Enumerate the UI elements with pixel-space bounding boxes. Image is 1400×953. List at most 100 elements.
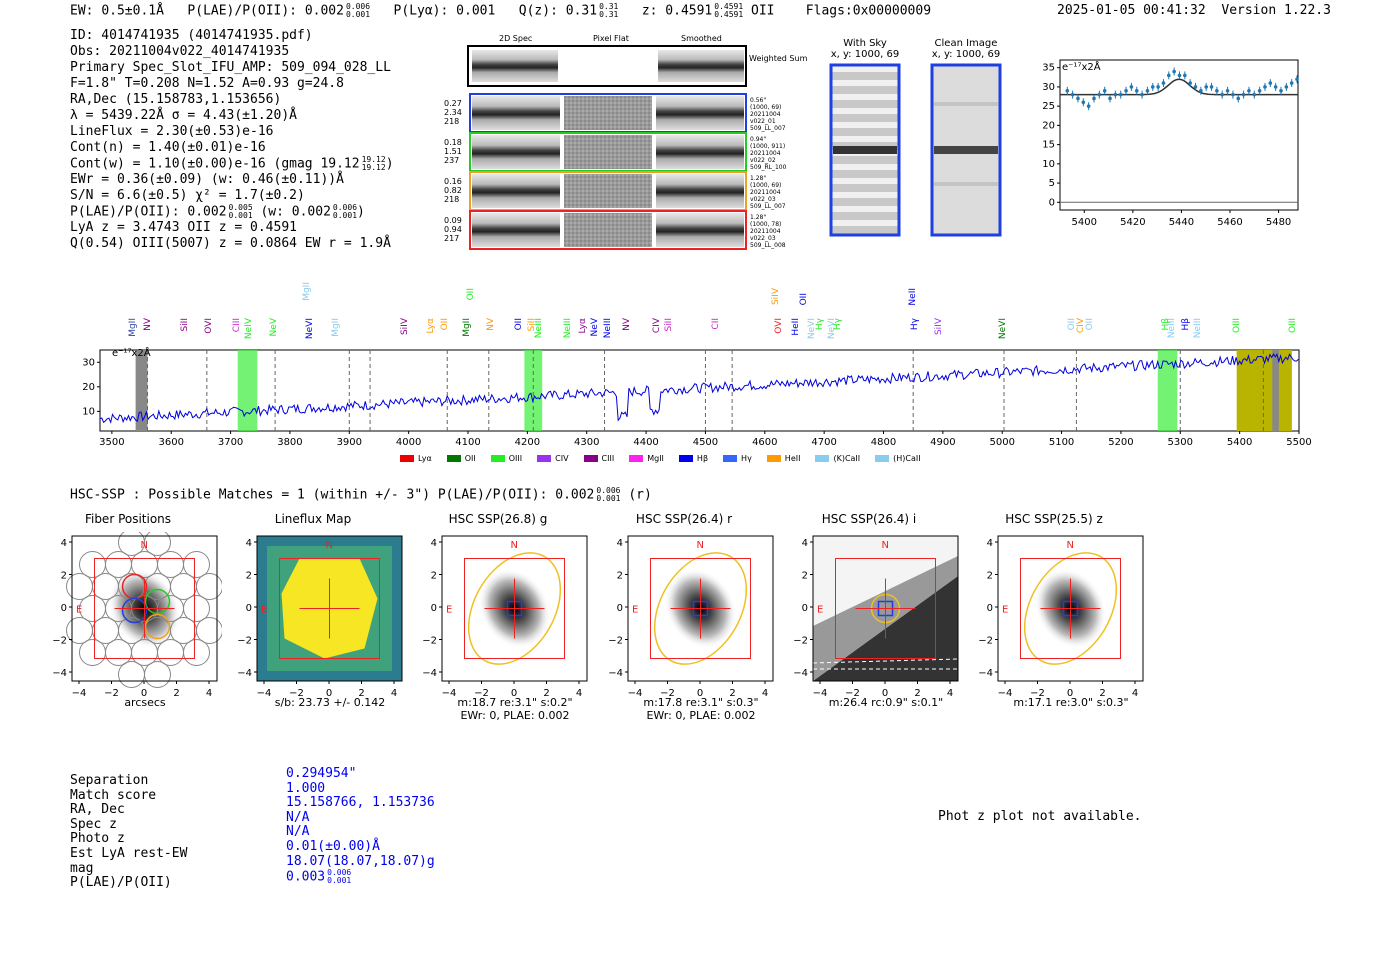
hsc-caption: arcsecs — [124, 696, 166, 709]
hsc-panel: Fiber Positions N E 4 2 0 −2 −4 −4 −2 0 2 4 arcsecs — [42, 510, 222, 725]
info-ewr: EWr = 0.36(±0.09) (w: 0.46(±0.11))Å — [70, 172, 344, 187]
pixelflat-image — [564, 213, 652, 247]
fiber-circle — [196, 617, 222, 644]
hsc-panel-image: N E 4 2 0 −2 −4 −4 −2 0 2 4 — [978, 535, 1144, 699]
zoom-ytick: 0 — [1049, 197, 1055, 208]
legend-label: HeII — [784, 454, 801, 463]
hsc-caption: m:18.7 re:3.1" s:0.2" — [457, 696, 573, 709]
zoom-data-point — [1118, 92, 1123, 97]
zoom-data-point — [1108, 96, 1112, 101]
north-label: N — [882, 540, 889, 551]
legend-swatch — [537, 455, 552, 462]
spec2d-row-stats: 0.18 1.51 237 — [444, 138, 462, 165]
zoom-data-point — [1188, 81, 1192, 85]
north-label: N — [141, 540, 148, 551]
spec-xtick: 3800 — [277, 437, 302, 448]
legend-label: CIII — [601, 454, 615, 463]
match-values: 0.294954" 1.000 15.158766, 1.153736 N/A N/A 0… — [286, 766, 435, 886]
info-lineflux: LineFlux = 2.30(±0.53)e-16 — [70, 124, 274, 139]
search-box — [835, 558, 936, 659]
hsc-xtick: 4 — [762, 688, 768, 699]
hsc-ytick: 0 — [61, 603, 67, 614]
hsc-xtick: 4 — [1132, 688, 1138, 699]
spectrum-legend: Lyα OII OIII CIV CIII MgII Hβ Hγ HeII (K)CaII (H)C… — [400, 448, 936, 463]
match-plae-bounds: 0.006 0.001 — [327, 868, 352, 886]
hsc-xtick: 0 — [697, 688, 703, 699]
spec2d-headers: 2D Spec Pixel Flat Smoothed — [467, 34, 750, 44]
fiber-circle — [144, 532, 171, 556]
hsc-ytick: 2 — [802, 571, 808, 582]
legend-swatch — [490, 455, 505, 462]
match-label: Match score — [70, 787, 157, 803]
emission-line-label: NeIII — [603, 318, 614, 339]
zoom-unit: e⁻¹⁷x2Å — [1062, 60, 1101, 73]
emission-line-label: OIII — [1232, 318, 1243, 334]
zoom-data-point — [1081, 100, 1086, 105]
full-spectrum-plot: 30 20 10 3500 3600 3700 3800 3900 4000 4100 4200 43… — [82, 346, 1311, 448]
match-label: Est LyA rest-EW — [70, 845, 188, 861]
hsc-ytick: 0 — [431, 603, 437, 614]
hsc-xtick: 0 — [882, 688, 888, 699]
hsc-xtick: −2 — [104, 688, 119, 699]
spec-xtick: 5100 — [1049, 437, 1074, 448]
emission-line-label: NeIII — [1193, 318, 1204, 339]
emission-line-label: OVI — [773, 318, 784, 334]
zoom-xtick: 5440 — [1169, 217, 1194, 228]
zoom-data-point — [1124, 88, 1128, 93]
legend-item: Hγ — [723, 448, 752, 467]
legend-swatch — [400, 455, 414, 462]
spec-xtick: 4800 — [871, 437, 896, 448]
match-value: 1.000 — [286, 780, 326, 796]
emission-line-label: SiIV — [399, 318, 410, 336]
pixelflat-image — [564, 96, 652, 130]
emission-line-label: OII — [465, 288, 476, 301]
spec2d-row-stamp: 1.28" (1000, 69) 20211004 v022_03 509_LL_007 — [750, 175, 786, 210]
hsc-ytick: 0 — [987, 603, 993, 614]
hsc-xtick: 2 — [729, 688, 735, 699]
match-value: 0.01(±0.00)Å — [286, 838, 380, 854]
zoom-data-point — [1140, 92, 1144, 97]
emission-line-label: OII — [440, 318, 451, 331]
legend-item: OIII — [490, 448, 522, 467]
hsc-xtick: 4 — [947, 688, 953, 699]
emission-line-label: NeIII — [562, 318, 573, 339]
spec2d-col-smoothed: Smoothed — [681, 34, 722, 43]
hsc-ytick: 4 — [246, 538, 252, 549]
hsc-xtick: −4 — [998, 688, 1013, 699]
hsc-xtick: −4 — [628, 688, 643, 699]
zoom-ytick: 5 — [1049, 178, 1055, 189]
info-id: ID: 4014741935 (4014741935.pdf) — [70, 28, 313, 43]
zoom-ytick: 15 — [1042, 140, 1055, 151]
east-label: E — [1002, 605, 1008, 616]
legend-item: Hβ — [678, 448, 709, 467]
fiber-circle — [183, 595, 210, 622]
hsc-caption: m:26.4 rc:0.9" s:0.1" — [828, 696, 944, 709]
zoom-data-point — [1241, 92, 1246, 97]
hsc-xtick: −2 — [474, 688, 489, 699]
legend-label: Hβ — [696, 454, 709, 463]
hsc-panel-image: N E 4 2 0 −2 −4 −4 −2 0 2 4 — [52, 532, 222, 699]
source-ellipse — [467, 552, 562, 665]
hsc-panel: HSC SSP(26.4) i N E 4 2 0 −2 −4 −4 −2 0 2 4 m:26.4 rc… — [783, 510, 963, 725]
info-primary: Primary Spec_Slot_IFU_AMP: 509_094_028_L… — [70, 60, 391, 75]
emission-line-label: SiII — [180, 318, 191, 332]
spec-xtick: 5500 — [1286, 437, 1311, 448]
spec-unit: e⁻¹⁷x2Å — [112, 346, 151, 359]
hsc-ytick: 0 — [617, 603, 623, 614]
hsc-panel: HSC SSP(25.5) z N E 4 2 0 −2 −4 −4 −2 0 2 4 m:17.1 re… — [968, 510, 1148, 725]
hsc-xtick: −4 — [257, 688, 272, 699]
east-label: E — [76, 605, 82, 616]
spec-axes — [99, 349, 1300, 432]
hsc-xtick: −4 — [72, 688, 87, 699]
hsc-ytick: −2 — [793, 636, 808, 647]
spec-xtick: 4200 — [515, 437, 540, 448]
spec2d-image — [472, 213, 560, 247]
emission-line-label: Hγ — [832, 318, 843, 331]
spec2d-row — [469, 93, 747, 133]
detection-info: ID: 4014741935 (4014741935.pdf) Obs: 202… — [70, 28, 394, 252]
spec2d-row-stats: 0.09 0.94 217 — [444, 216, 462, 243]
legend-swatch — [815, 455, 830, 462]
emission-line-label: OII — [798, 293, 809, 306]
spec2d-image — [472, 96, 560, 130]
zoom-data-point — [1268, 81, 1273, 85]
